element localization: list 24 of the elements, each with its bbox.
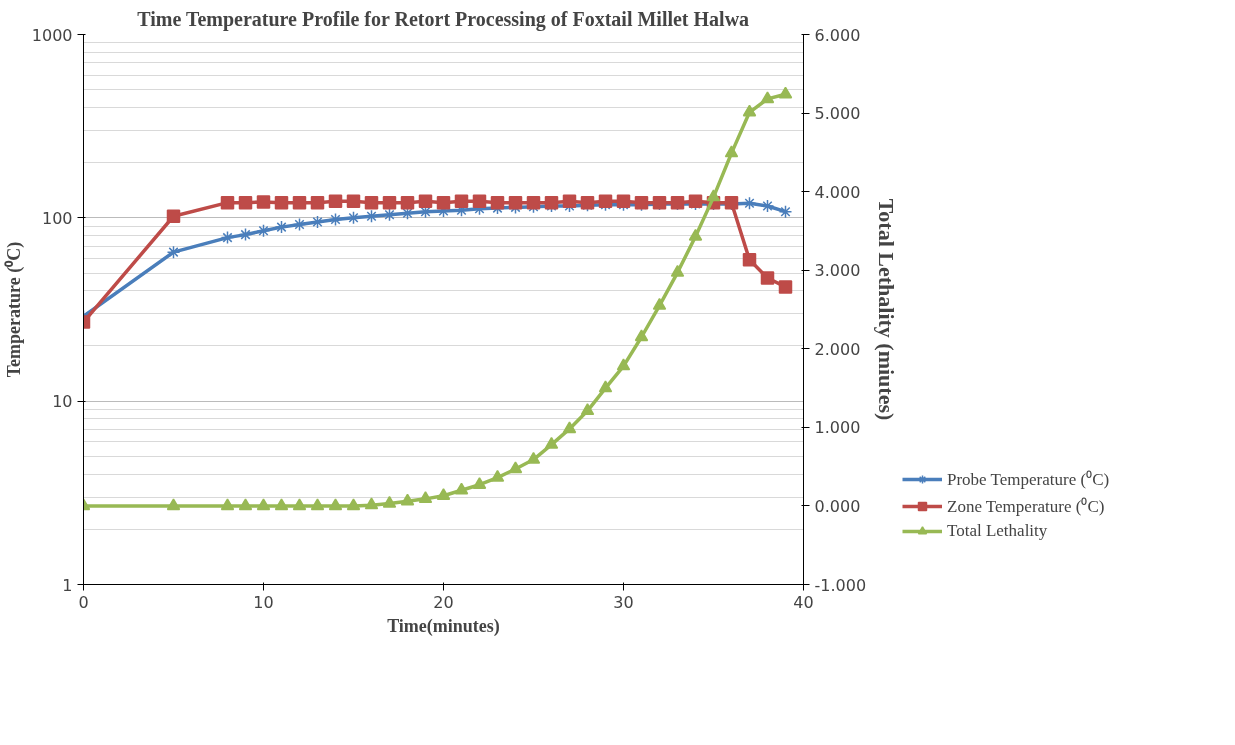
legend-label: Zone Temperature (⁰C) — [947, 496, 1105, 517]
x-tick-label: 0 — [78, 592, 89, 612]
y2-tick-label: 3.000 — [814, 261, 861, 281]
y2-tick-label: 5.000 — [814, 104, 861, 124]
chart-title: Time Temperature Profile for Retort Processing of Foxtail Millet Halwa — [137, 7, 750, 31]
y2-tick-label: 2.000 — [814, 339, 861, 359]
y2-tick-label: 1.000 — [814, 418, 861, 438]
y2-axis-title: Total Lethality (miutes) — [874, 198, 900, 421]
x-tick-label: 30 — [613, 592, 634, 612]
y-tick-label: 100 — [41, 208, 73, 228]
y-axis-title: Temperature (⁰C) — [3, 241, 25, 378]
y-tick-label: 1000 — [31, 25, 73, 45]
y2-tick-label: 4.000 — [814, 182, 861, 202]
y-tick-label: 1 — [62, 575, 73, 595]
y2-tick-label: 0.000 — [814, 496, 861, 516]
y-tick-label: 10 — [52, 392, 73, 412]
y2-tick-label: 6.000 — [814, 25, 861, 45]
legend-label: Probe Temperature (⁰C) — [947, 469, 1110, 490]
x-tick-label: 20 — [433, 592, 454, 612]
x-axis-title: Time(minutes) — [387, 615, 500, 637]
y2-tick-label: -1.000 — [814, 575, 867, 595]
x-tick-label: 10 — [253, 592, 274, 612]
x-tick-label: 40 — [793, 592, 814, 612]
legend-label: Total Lethality — [947, 521, 1048, 541]
